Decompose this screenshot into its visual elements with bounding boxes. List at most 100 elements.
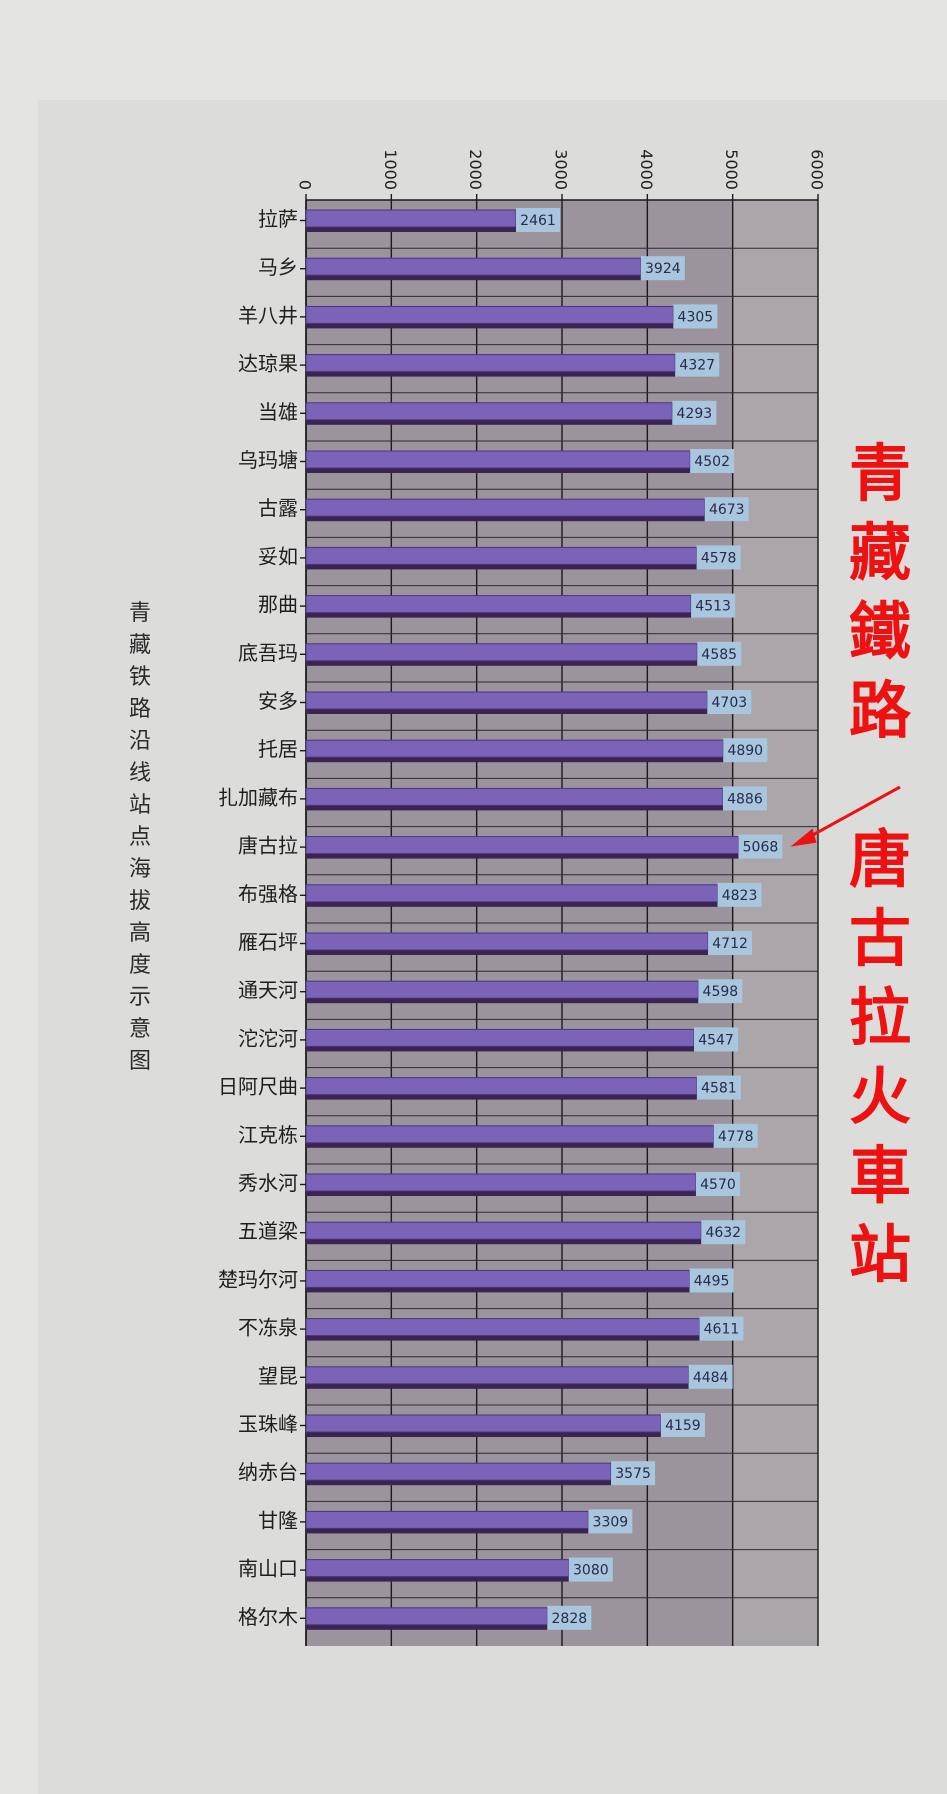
data-label-box (568, 1557, 613, 1582)
y-tick-label: 雁石坪 (238, 930, 298, 954)
data-label-box (696, 1075, 741, 1100)
bar (305, 1077, 698, 1096)
data-label-box (611, 1461, 656, 1486)
bar (305, 498, 706, 517)
data-label-box (701, 1220, 746, 1245)
data-label: 2828 (552, 1611, 588, 1627)
y-tick-label: 江克栋 (238, 1123, 298, 1147)
annotation-station: 唐古拉火車站 (848, 823, 911, 1291)
data-label-box (516, 208, 561, 232)
bar (305, 450, 691, 469)
bar (305, 257, 642, 276)
data-label-box (588, 1509, 633, 1534)
bar-shadow (306, 610, 692, 618)
data-label-box (695, 1172, 740, 1196)
annotation-arrow-line (803, 785, 901, 841)
bar (305, 546, 698, 565)
data-label: 4578 (701, 550, 737, 566)
data-label: 3575 (615, 1466, 651, 1482)
y-tick-label: 马乡 (258, 255, 298, 279)
bar-shadow (306, 755, 724, 763)
y-tick-label: 纳赤台 (238, 1460, 298, 1484)
bar-shadow (306, 1140, 714, 1148)
data-label: 2461 (520, 213, 556, 229)
bar-shadow (306, 466, 691, 473)
data-label: 4823 (722, 888, 758, 904)
data-label-box (694, 1027, 739, 1052)
bar-shadow (306, 851, 739, 859)
data-label-box (698, 979, 743, 1004)
data-label-box (738, 834, 783, 859)
bar (305, 209, 517, 228)
bar-shadow (306, 803, 723, 811)
y-tick-label: 不冻泉 (238, 1316, 298, 1340)
y-tick-label: 楚玛尔河 (218, 1267, 298, 1291)
data-label: 4547 (698, 1032, 734, 1048)
y-tick-label: 扎加藏布 (218, 785, 298, 809)
bar (305, 739, 724, 758)
data-label-box (672, 400, 717, 425)
bar (305, 1125, 715, 1144)
data-label-box (660, 1413, 705, 1437)
data-label: 5068 (743, 840, 779, 856)
bar (305, 1318, 700, 1337)
data-label-box (713, 1123, 758, 1148)
x-tick-label: 5000 (722, 149, 741, 190)
x-tick-label: 0 (296, 180, 315, 190)
data-label-box (708, 931, 753, 955)
bar-shadow (306, 369, 676, 377)
bar-shadow (306, 948, 709, 955)
bar (305, 595, 692, 614)
bar (305, 787, 724, 806)
annotation-arrow-head (790, 828, 817, 847)
bar-shadow (306, 1044, 695, 1052)
y-tick-label: 沱沱河 (238, 1026, 298, 1050)
bar-shadow (306, 1189, 696, 1196)
y-tick-label: 五道梁 (238, 1219, 298, 1243)
y-tick-label: 玉珠峰 (238, 1412, 298, 1436)
bar-shadow (306, 1430, 661, 1437)
bar-shadow (306, 225, 517, 232)
bar (305, 1221, 702, 1240)
y-tick-label: 格尔木 (238, 1605, 298, 1629)
data-label-box (689, 1268, 734, 1293)
y-tick-label: 布强格 (238, 882, 298, 906)
bar (305, 402, 673, 421)
data-label: 4778 (718, 1129, 754, 1145)
data-label: 4293 (677, 406, 713, 422)
y-tick-label: 唐古拉 (238, 834, 298, 858)
bar-shadow (306, 707, 708, 714)
bar (305, 354, 676, 373)
bar-shadow (306, 1333, 700, 1341)
data-label-box (688, 1364, 733, 1389)
x-tick-label: 4000 (637, 149, 656, 190)
annotation-railway: 青藏鐵路 (848, 437, 911, 747)
bar-shadow (306, 562, 697, 570)
y-tick-label: 当雄 (258, 400, 298, 424)
data-label: 4632 (705, 1225, 741, 1241)
data-label: 3924 (645, 261, 681, 277)
y-tick-label: 南山口 (238, 1557, 298, 1581)
data-label: 4305 (678, 309, 714, 325)
data-label-box (704, 497, 749, 522)
y-tick-label: 古露 (258, 496, 298, 520)
data-label: 4581 (701, 1081, 737, 1097)
data-label: 4502 (694, 454, 730, 470)
data-label-box (707, 690, 752, 714)
y-tick-label: 托居 (258, 737, 298, 761)
bar (305, 1414, 662, 1433)
data-label: 4327 (679, 358, 715, 374)
y-tick-label: 望昆 (258, 1364, 298, 1388)
data-label: 4585 (701, 647, 737, 663)
data-label: 4513 (695, 599, 731, 615)
y-tick-label: 日阿尺曲 (218, 1075, 298, 1099)
data-label-box (699, 1316, 744, 1341)
data-label: 4570 (700, 1177, 736, 1193)
bar (305, 1559, 570, 1578)
bar-shadow (306, 1237, 702, 1245)
bar (305, 305, 674, 324)
bar-shadow (306, 1478, 612, 1486)
bar (305, 1607, 548, 1626)
data-label-box (690, 449, 735, 473)
